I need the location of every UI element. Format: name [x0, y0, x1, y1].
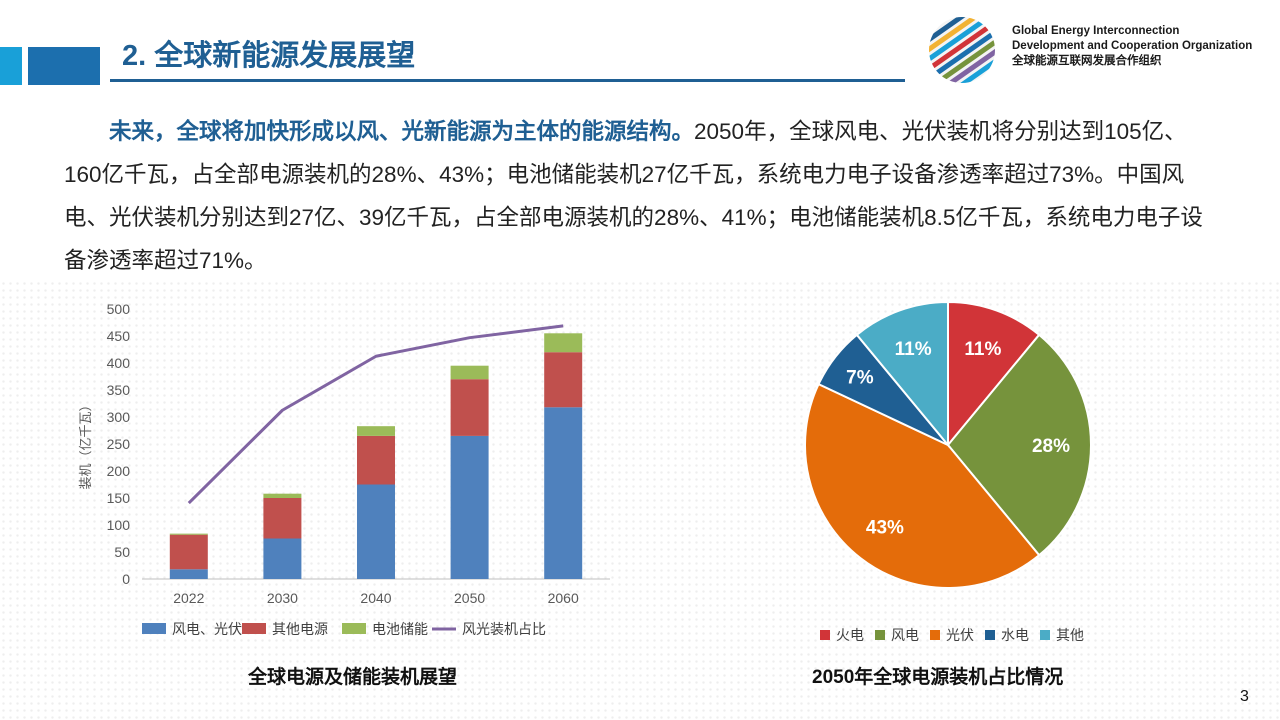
- pie-value-label: 28%: [1032, 436, 1070, 457]
- legend-label: 水电: [1001, 627, 1029, 643]
- y-tick-label: 350: [107, 382, 131, 398]
- pie-value-label: 11%: [895, 339, 932, 360]
- summary-body: 2050年，全球风电、光伏装机将分别达到105亿、160亿千瓦，占全部电源装机的…: [64, 119, 1203, 273]
- legend-label: 电池储能: [372, 621, 428, 637]
- legend-swatch: [142, 623, 166, 634]
- legend-swatch: [242, 623, 266, 634]
- organization-logo-icon: [929, 17, 995, 83]
- capacity-bar-chart: 0501001502002503003504004505000%10%20%30…: [78, 301, 610, 637]
- legend-label: 风电、光伏: [172, 621, 242, 637]
- organization-name: Global Energy Interconnection Developmen…: [1012, 24, 1252, 69]
- y-tick-label: 0: [122, 571, 130, 587]
- bar-segment: [450, 379, 489, 436]
- x-tick-label: 2050: [454, 590, 485, 606]
- pie-slice: [947, 300, 1041, 448]
- bar-segment: [544, 352, 583, 408]
- y-axis-label: 装机（亿千瓦）: [78, 398, 93, 489]
- bar-segment: [263, 493, 302, 498]
- pie-value-label: 7%: [846, 368, 874, 389]
- bar-segment: [263, 538, 302, 579]
- legend-swatch: [985, 630, 995, 640]
- x-tick-label: 2030: [267, 590, 298, 606]
- bar-segment: [169, 569, 208, 579]
- bar-segment: [357, 426, 395, 436]
- bar-segment: [450, 435, 489, 579]
- legend-label: 风光装机占比: [462, 621, 546, 637]
- y-tick-label: 300: [107, 409, 131, 425]
- header-accent-bar: [0, 47, 22, 85]
- legend-swatch: [342, 623, 366, 634]
- pie-value-label: 43%: [866, 517, 904, 538]
- ratio-line: [187, 324, 564, 505]
- org-name-cn: 全球能源互联网发展合作组织: [1012, 55, 1162, 67]
- pie-slice: [946, 333, 1092, 557]
- legend-label: 风电: [891, 627, 919, 643]
- header-accent-bar-dark: [28, 47, 100, 85]
- x-tick-label: 2022: [173, 590, 204, 606]
- legend-label: 光伏: [946, 627, 974, 643]
- slide-title: 2. 全球新能源发展展望: [122, 40, 416, 72]
- x-tick-label: 2040: [360, 590, 391, 606]
- org-name-en-1: Global Energy Interconnection: [1012, 25, 1180, 37]
- legend-swatch: [930, 630, 940, 640]
- pie-value-label: 11%: [964, 339, 1001, 360]
- summary-paragraph: 未来，全球将加快形成以风、光新能源为主体的能源结构。2050年，全球风电、光伏装…: [64, 110, 1224, 282]
- y-tick-label: 200: [107, 463, 131, 479]
- bar-segment: [357, 435, 395, 485]
- y-tick-label: 150: [107, 490, 131, 506]
- bar-segment: [357, 484, 395, 579]
- legend-label: 火电: [836, 627, 864, 643]
- org-name-en-2: Development and Cooperation Organization: [1012, 40, 1253, 52]
- pie-chart-caption: 2050年全球电源装机占比情况: [812, 667, 1064, 688]
- summary-lead: 未来，全球将加快形成以风、光新能源为主体的能源结构。: [109, 119, 695, 144]
- y-tick-label: 500: [107, 301, 131, 317]
- legend-label: 其他: [1056, 627, 1084, 643]
- legend-swatch: [875, 630, 885, 640]
- bar-segment: [544, 333, 583, 353]
- pie-slice: [855, 300, 949, 448]
- legend-swatch: [1040, 630, 1050, 640]
- y-tick-label: 50: [114, 544, 130, 560]
- bar-segment: [263, 498, 302, 539]
- pie-slice: [804, 382, 1041, 589]
- y-tick-label: 450: [107, 328, 131, 344]
- capacity-pie-chart: 11% 28% 43% 7% 11% 火电 风电 光伏 水电 其他: [804, 300, 1092, 643]
- bar-segment: [169, 534, 208, 570]
- bar-segment: [544, 407, 583, 579]
- y-tick-label: 400: [107, 355, 131, 371]
- title-underline: [110, 79, 905, 82]
- bar-chart-caption: 全球电源及储能装机展望: [248, 667, 458, 688]
- bar-segment: [450, 365, 489, 380]
- legend-label: 其他电源: [272, 621, 328, 637]
- page-number: 3: [1240, 688, 1249, 705]
- bar-segment: [169, 533, 208, 535]
- y-tick-label: 100: [107, 517, 131, 533]
- legend-swatch: [820, 630, 830, 640]
- y-tick-label: 250: [107, 436, 131, 452]
- x-tick-label: 2060: [548, 590, 579, 606]
